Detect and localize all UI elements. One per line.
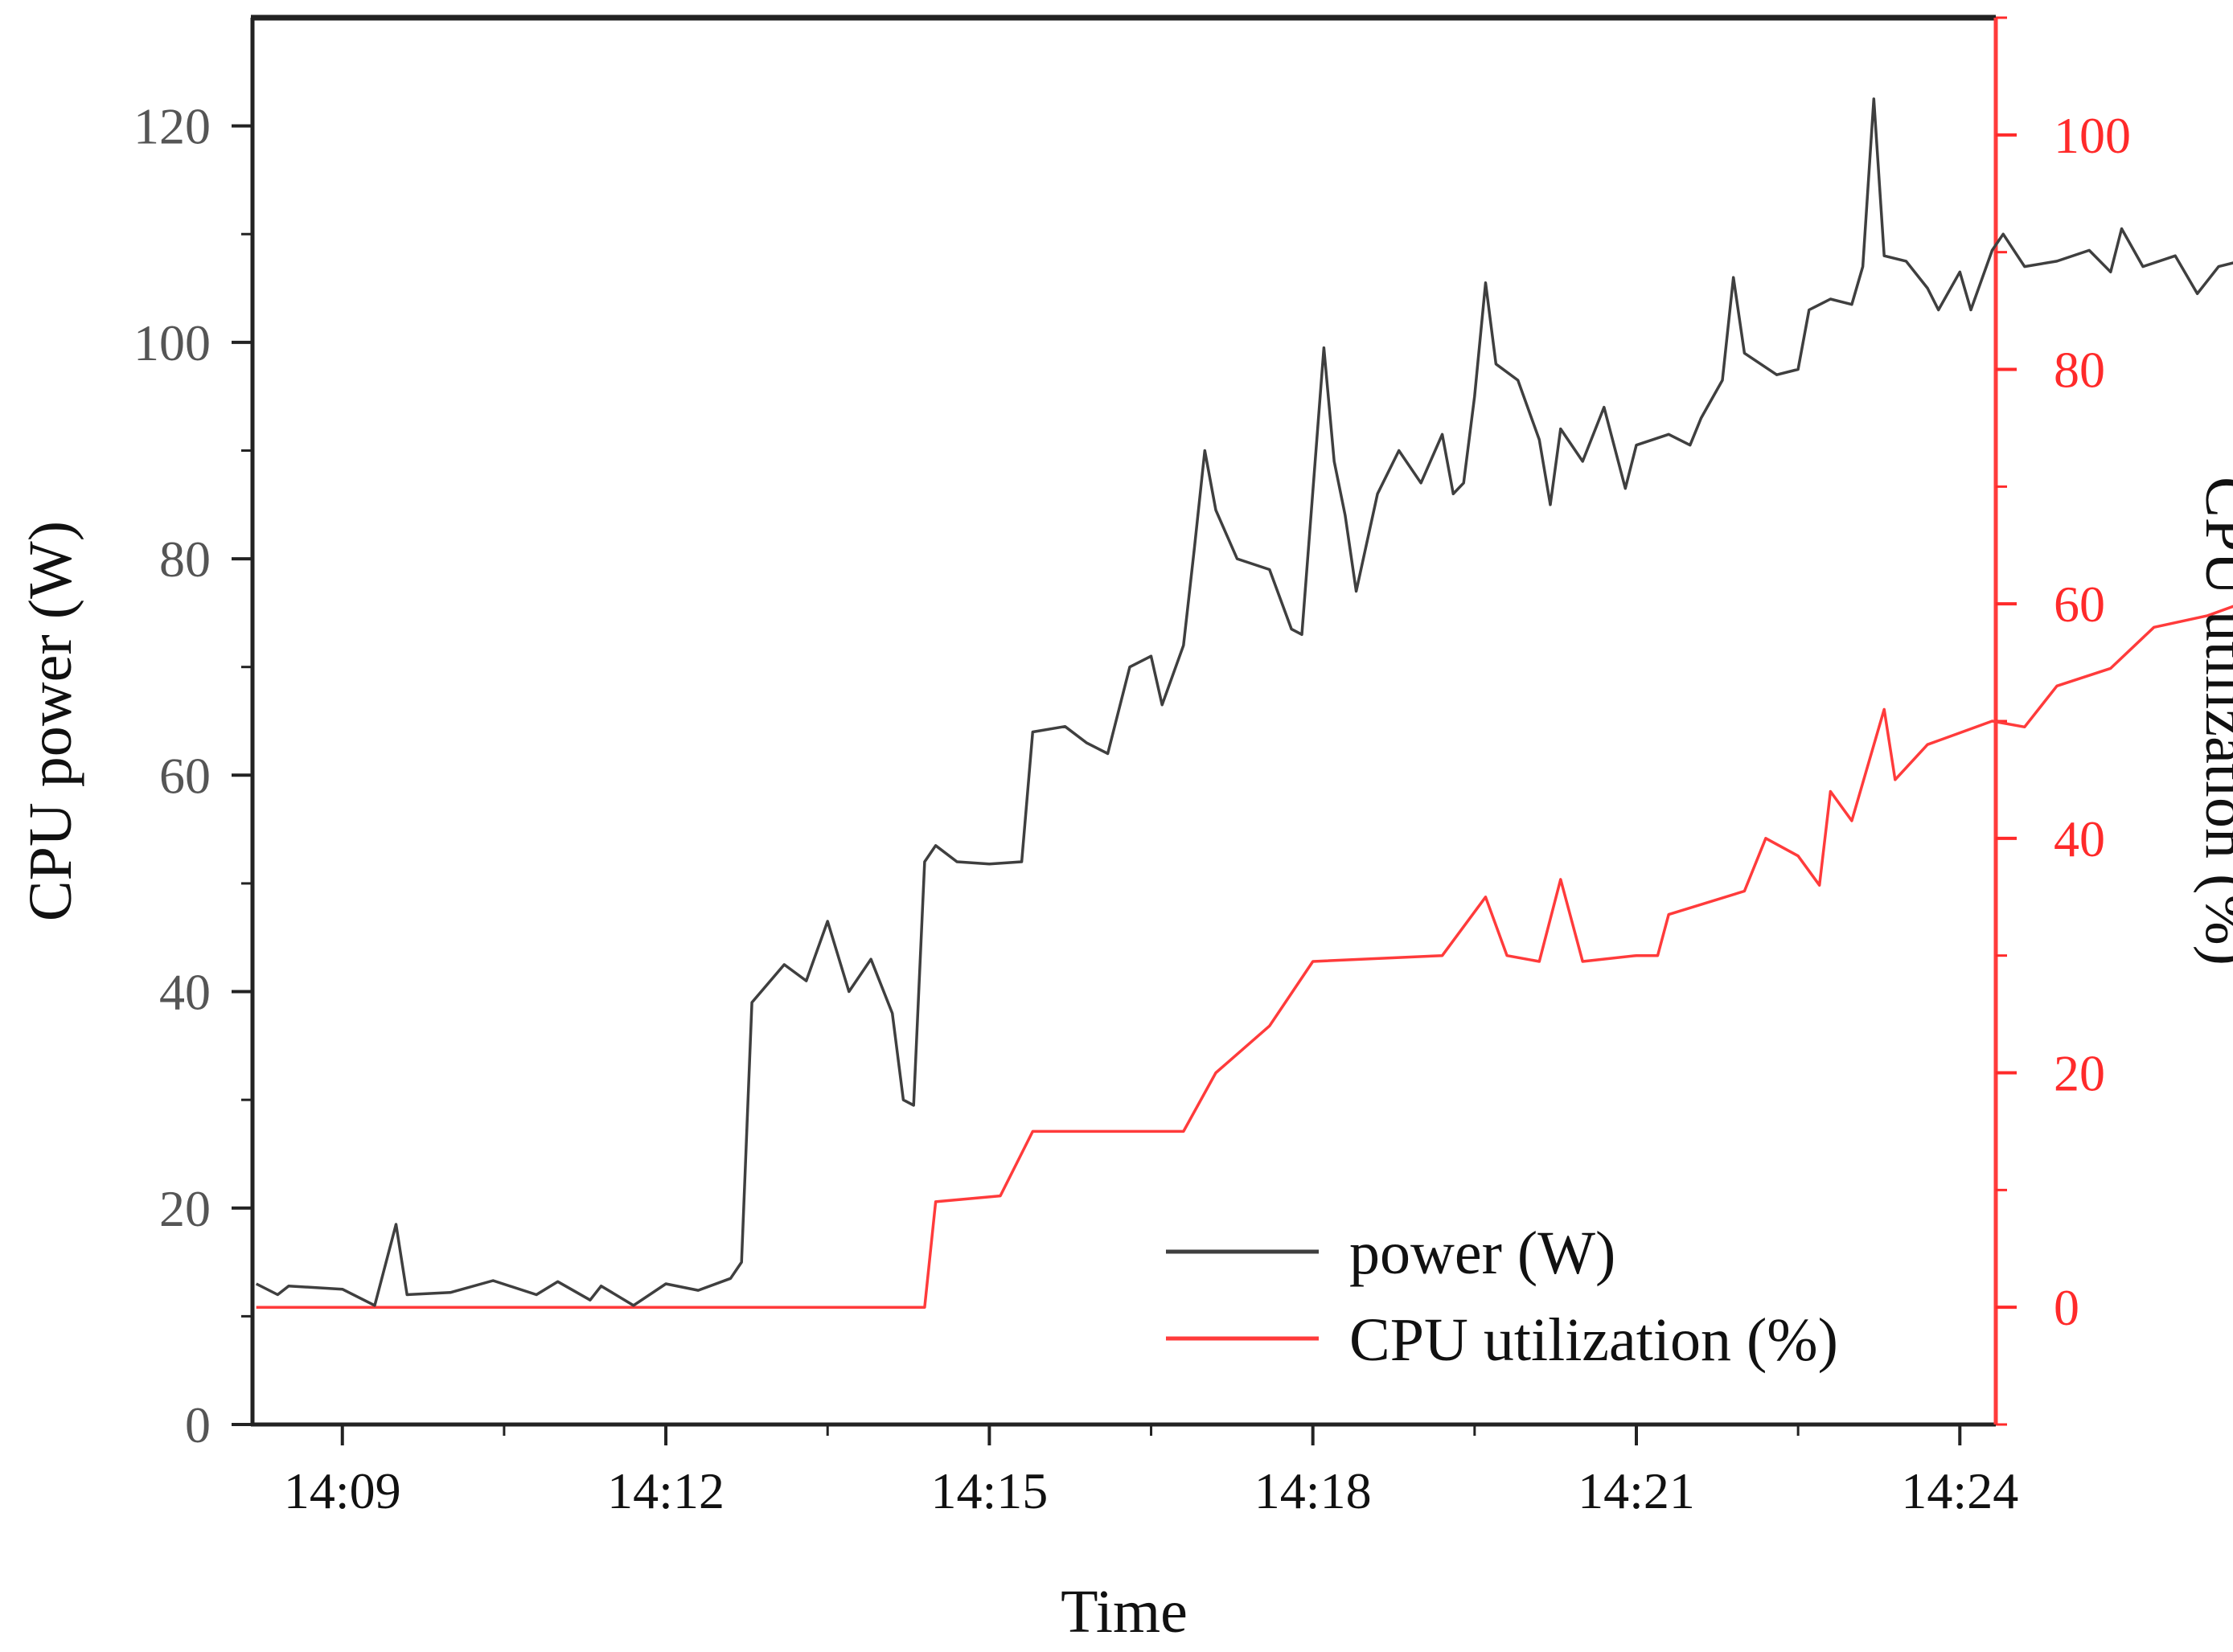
right-y-tick-label: 80 [2054,342,2105,399]
left-y-tick-label: 120 [133,98,211,155]
x-tick-label: 14:18 [1254,1462,1372,1519]
left-y-tick-label: 0 [185,1396,211,1453]
left-y-axis-title: CPU power (W) [17,521,84,921]
right-y-tick-label: 100 [2054,107,2131,164]
x-axis-title: Time [1061,1578,1188,1646]
left-y-tick-label: 20 [159,1180,211,1237]
series-line-power [255,97,2233,1307]
legend-label-cpu-utilization: CPU utilization (%) [1349,1306,1838,1374]
x-tick-label: 14:09 [284,1462,401,1519]
x-tick-label: 14:21 [1578,1462,1695,1519]
x-tick-label: 14:24 [1901,1462,2018,1519]
left-y-axis-ticks: 0 20 40 60 80 100 120 [133,98,252,1453]
right-y-tick-label: 40 [2054,810,2105,867]
right-y-tick-label: 60 [2054,576,2105,633]
left-y-tick-label: 60 [159,747,211,804]
left-y-tick-label: 40 [159,964,211,1021]
right-y-axis-ticks: 0 20 40 60 80 100 [1996,16,2131,1426]
right-y-tick-label: 0 [2054,1279,2079,1336]
legend: power (W) CPU utilization (%) [1166,1220,1838,1374]
legend-label-power: power (W) [1349,1220,1615,1287]
series-line-cpu-utilization [256,605,2233,1309]
left-y-tick-label: 100 [133,314,211,371]
x-tick-label: 14:15 [930,1462,1048,1519]
x-axis-ticks: 14:09 14:12 14:15 14:18 14:21 14:24 [284,1424,2018,1519]
right-y-tick-label: 20 [2054,1045,2105,1102]
right-y-axis-title: CPU utilization (%) [2193,477,2233,965]
x-tick-label: 14:12 [607,1462,724,1519]
left-y-tick-label: 80 [159,531,211,588]
